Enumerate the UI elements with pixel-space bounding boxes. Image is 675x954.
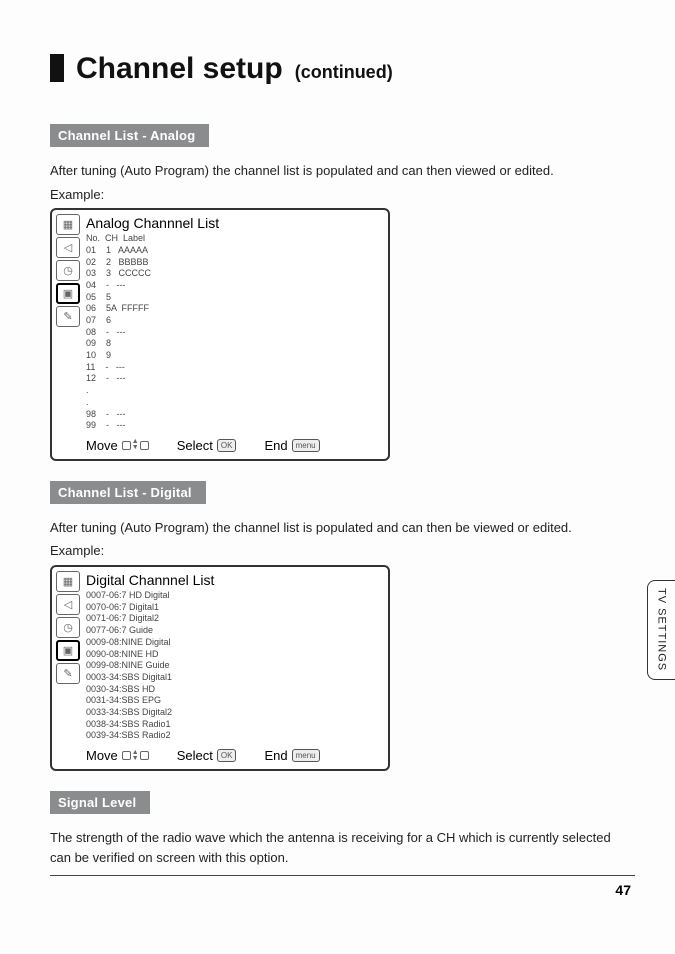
digital-example-label: Example:: [50, 541, 625, 561]
end-label: End: [264, 438, 287, 453]
section-analog: Channel List - Analog After tuning (Auto…: [50, 124, 625, 461]
list-item[interactable]: .: [86, 397, 380, 409]
analog-list-title: Analog Channnel List: [86, 214, 380, 232]
section-heading-digital: Channel List - Digital: [50, 481, 206, 504]
list-item[interactable]: 0039-34:SBS Radio2: [86, 730, 380, 742]
list-item[interactable]: 12 - ---: [86, 373, 380, 385]
section-digital: Channel List - Digital After tuning (Aut…: [50, 481, 625, 771]
select-label: Select: [177, 748, 213, 763]
digital-intro: After tuning (Auto Program) the channel …: [50, 518, 625, 538]
analog-example-label: Example:: [50, 185, 625, 205]
select-label: Select: [177, 438, 213, 453]
list-item[interactable]: 0009-08:NINE Digital: [86, 637, 380, 649]
menu-button-icon: menu: [292, 749, 320, 762]
dpad-icon: ▲▼: [122, 439, 149, 451]
list-item[interactable]: 0070-06:7 Digital1: [86, 602, 380, 614]
move-label: Move: [86, 438, 118, 453]
section-heading-signal: Signal Level: [50, 791, 150, 814]
list-item[interactable]: 08 - ---: [86, 327, 380, 339]
list-item[interactable]: 0038-34:SBS Radio1: [86, 719, 380, 731]
ok-button-icon: OK: [217, 749, 237, 762]
list-item[interactable]: 0030-34:SBS HD: [86, 684, 380, 696]
list-item[interactable]: 0033-34:SBS Digital2: [86, 707, 380, 719]
digital-panel: ▦◁◷▣✎ Digital Channnel List 0007-06:7 HD…: [50, 565, 390, 771]
list-item[interactable]: 01 1 AAAAA: [86, 245, 380, 257]
list-item[interactable]: 03 3 CCCCC: [86, 268, 380, 280]
analog-panel-footer: Move ▲▼ Select OK End menu: [52, 434, 388, 459]
tv-icon[interactable]: ▣: [56, 640, 80, 661]
list-item[interactable]: 04 - ---: [86, 280, 380, 292]
list-item[interactable]: 05 5: [86, 292, 380, 304]
list-item[interactable]: 0099-08:NINE Guide: [86, 660, 380, 672]
speaker-icon[interactable]: ◁: [56, 594, 80, 615]
analog-icon-column: ▦◁◷▣✎: [52, 210, 82, 434]
section-signal: Signal Level The strength of the radio w…: [50, 791, 625, 867]
sidebar-tab-tv-settings[interactable]: TV SETTINGS: [647, 580, 675, 680]
list-item[interactable]: 11 - ---: [86, 362, 380, 374]
signal-intro: The strength of the radio wave which the…: [50, 828, 625, 867]
page-title: Channel setup (continued): [50, 50, 625, 86]
title-continued: (continued): [295, 62, 393, 83]
list-item[interactable]: 99 - ---: [86, 420, 380, 432]
tools-icon[interactable]: ✎: [56, 306, 80, 327]
menu-button-icon: menu: [292, 439, 320, 452]
list-item[interactable]: 10 9: [86, 350, 380, 362]
end-label: End: [264, 748, 287, 763]
list-item[interactable]: 07 6: [86, 315, 380, 327]
clock-icon[interactable]: ◷: [56, 617, 80, 638]
list-item[interactable]: 06 5A FFFFF: [86, 303, 380, 315]
list-item[interactable]: 0031-34:SBS EPG: [86, 695, 380, 707]
section-heading-analog: Channel List - Analog: [50, 124, 209, 147]
digital-list-title: Digital Channnel List: [86, 571, 380, 589]
ok-button-icon: OK: [217, 439, 237, 452]
list-item[interactable]: 02 2 BBBBB: [86, 257, 380, 269]
move-label: Move: [86, 748, 118, 763]
picture-icon[interactable]: ▦: [56, 571, 80, 592]
speaker-icon[interactable]: ◁: [56, 237, 80, 258]
digital-panel-footer: Move ▲▼ Select OK End menu: [52, 744, 388, 769]
analog-intro: After tuning (Auto Program) the channel …: [50, 161, 625, 181]
list-item[interactable]: 09 8: [86, 338, 380, 350]
list-item[interactable]: 0077-06:7 Guide: [86, 625, 380, 637]
picture-icon[interactable]: ▦: [56, 214, 80, 235]
list-item[interactable]: 0090-08:NINE HD: [86, 649, 380, 661]
list-item[interactable]: 98 - ---: [86, 409, 380, 421]
list-item[interactable]: .: [86, 385, 380, 397]
list-item[interactable]: 0007-06:7 HD Digital: [86, 590, 380, 602]
dpad-icon: ▲▼: [122, 750, 149, 762]
analog-panel: ▦◁◷▣✎ Analog Channnel List No. CH Label …: [50, 208, 390, 461]
sidebar-tab-label: TV SETTINGS: [656, 588, 668, 671]
digital-icon-column: ▦◁◷▣✎: [52, 567, 82, 744]
list-item[interactable]: 0003-34:SBS Digital1: [86, 672, 380, 684]
title-bullet: [50, 54, 64, 82]
list-item[interactable]: 0071-06:7 Digital2: [86, 613, 380, 625]
analog-list-rows: 01 1 AAAAA02 2 BBBBB03 3 CCCCC04 - ---05…: [86, 245, 380, 432]
title-main: Channel setup: [76, 52, 283, 86]
footer-rule: [50, 875, 635, 876]
tools-icon[interactable]: ✎: [56, 663, 80, 684]
page-number: 47: [615, 882, 631, 898]
tv-icon[interactable]: ▣: [56, 283, 80, 304]
digital-list-rows: 0007-06:7 HD Digital0070-06:7 Digital100…: [86, 590, 380, 742]
clock-icon[interactable]: ◷: [56, 260, 80, 281]
analog-list-columns: No. CH Label: [86, 233, 380, 245]
